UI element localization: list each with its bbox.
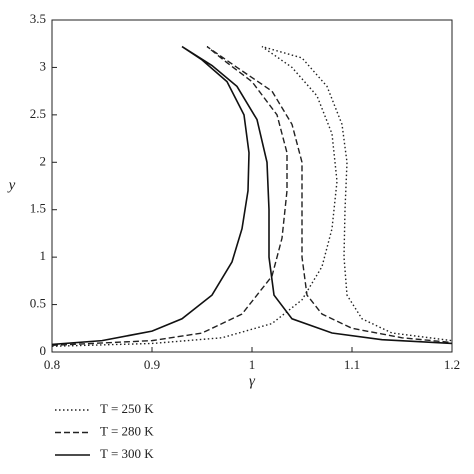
- y-axis-label: y: [7, 177, 16, 193]
- x-tick-label: 0.8: [44, 357, 60, 372]
- x-tick-label: 0.9: [144, 357, 160, 372]
- x-tick-label: 1.2: [444, 357, 460, 372]
- y-tick-label: 2: [40, 153, 47, 168]
- y-tick-label: 3.5: [30, 11, 46, 26]
- y-tick-label: 0.5: [30, 296, 46, 311]
- x-tick-label: 1.1: [344, 357, 360, 372]
- y-tick-label: 1.5: [30, 201, 46, 216]
- legend-label: T = 280 K: [100, 423, 154, 438]
- line: [51, 45, 453, 347]
- x-axis-label: γ: [249, 373, 256, 389]
- y-tick-label: 2.5: [30, 106, 46, 121]
- line: [51, 45, 453, 346]
- legend-label: T = 300 K: [100, 446, 154, 461]
- legend-label: T = 250 K: [100, 401, 154, 416]
- y-tick-label: 0: [40, 343, 47, 358]
- x-tick-label: 1: [249, 357, 256, 372]
- y-tick-label: 1: [40, 248, 47, 263]
- y-tick-label: 3: [40, 58, 47, 73]
